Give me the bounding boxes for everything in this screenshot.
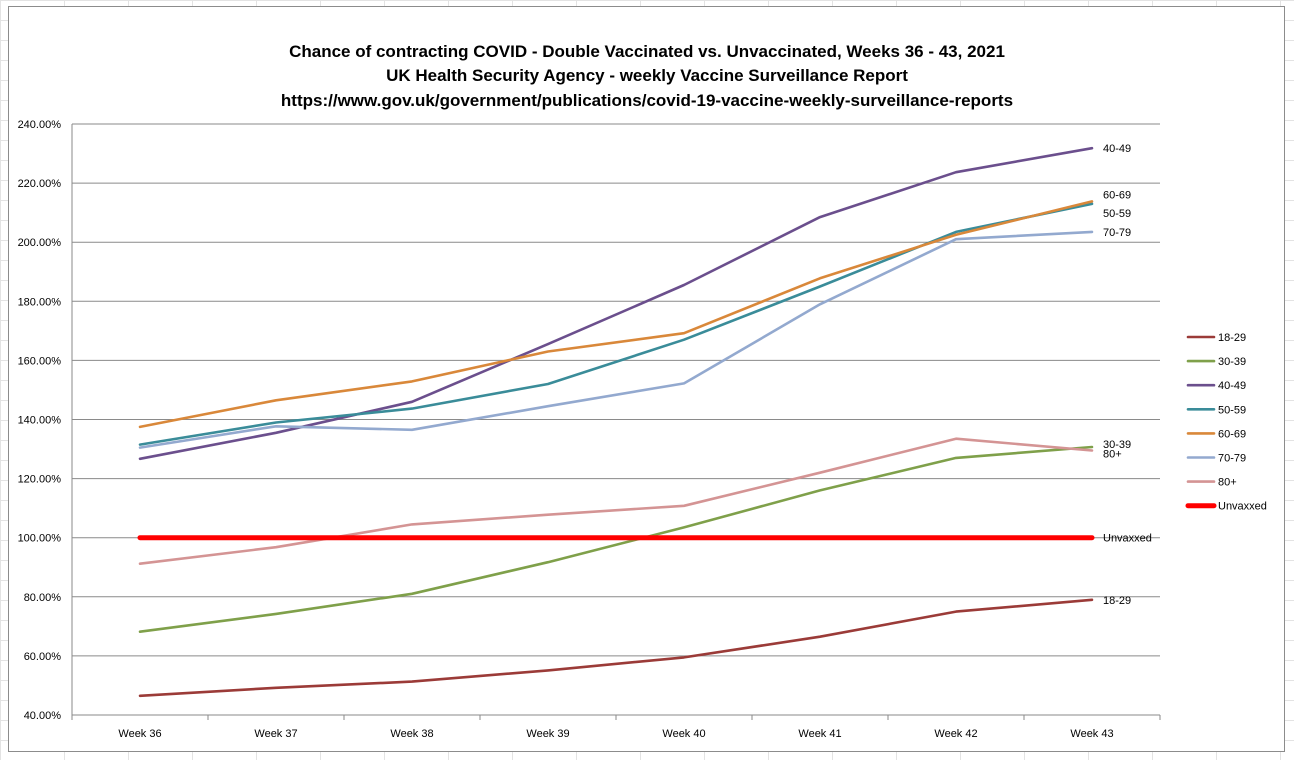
gridlines <box>72 123 1160 716</box>
legend: 18-29 30-39 40-49 50-59 60-69 70-79 80+ Unvaxxe… <box>1185 332 1267 513</box>
y-tick-label: 200.00% <box>18 237 62 249</box>
series-line-80+ <box>138 437 1094 566</box>
legend-entry: 40-49 <box>1218 380 1246 392</box>
chart-frame <box>8 6 1285 752</box>
series-line-40-49 <box>138 146 1094 461</box>
x-tick-label: Week 42 <box>934 728 977 740</box>
series-end-label: 60-69 <box>1103 189 1131 201</box>
x-tick-label: Week 41 <box>798 728 841 740</box>
y-tick-label: 100.00% <box>18 533 62 545</box>
x-axis: Week 36 Week 37 Week 38 Week 39 Week 40 Week … <box>71 714 1161 740</box>
x-tick-label: Week 38 <box>390 728 433 740</box>
y-tick-label: 80.00% <box>24 592 62 604</box>
legend-entry: 50-59 <box>1218 404 1246 416</box>
y-tick-label: 220.00% <box>18 178 62 190</box>
series-line-30-39 <box>138 445 1094 634</box>
y-tick-label: 160.00% <box>18 355 62 367</box>
legend-entry: 60-69 <box>1218 428 1246 440</box>
chart-title-line-1: Chance of contracting COVID - Double Vac… <box>289 42 1005 61</box>
series-line-50-59 <box>138 202 1094 446</box>
series-end-label: Unvaxxed <box>1103 533 1152 545</box>
series-end-label: 50-59 <box>1103 208 1131 220</box>
series-end-labels: 18-29 30-39 40-49 50-59 60-69 70-79 80+ Unvaxxe… <box>1103 143 1152 607</box>
chart-title-line-2: UK Health Security Agency - weekly Vacci… <box>386 66 908 85</box>
legend-entry: 80+ <box>1218 477 1237 489</box>
y-tick-label: 40.00% <box>24 710 62 722</box>
x-tick-label: Week 43 <box>1070 728 1113 740</box>
chart-title: Chance of contracting COVID - Double Vac… <box>281 42 1013 110</box>
series-line-60-69 <box>138 200 1094 429</box>
legend-entry: 70-79 <box>1218 453 1246 465</box>
legend-entry: Unvaxxed <box>1218 501 1267 513</box>
y-tick-label: 180.00% <box>18 296 62 308</box>
legend-entry: 18-29 <box>1218 332 1246 344</box>
series-line-18-29 <box>138 598 1094 698</box>
x-tick-label: Week 36 <box>118 728 161 740</box>
y-axis: 40.00% 60.00% 80.00% 100.00% 120.00% 140.00% 1… <box>18 119 73 722</box>
chart-title-line-3: https://www.gov.uk/government/publicatio… <box>281 91 1013 110</box>
series-end-label: 40-49 <box>1103 143 1131 155</box>
y-tick-label: 140.00% <box>18 415 62 427</box>
legend-entry: 30-39 <box>1218 356 1246 368</box>
y-tick-label: 120.00% <box>18 474 62 486</box>
series-end-label: 18-29 <box>1103 595 1131 607</box>
x-tick-label: Week 40 <box>662 728 705 740</box>
x-tick-label: Week 39 <box>526 728 569 740</box>
x-tick-label: Week 37 <box>254 728 297 740</box>
series-line-70-79 <box>138 230 1094 449</box>
series-lines <box>137 146 1095 698</box>
y-tick-label: 240.00% <box>18 119 62 131</box>
y-tick-label: 60.00% <box>24 651 62 663</box>
series-end-label: 30-39 <box>1103 439 1131 451</box>
series-end-label: 80+ <box>1103 449 1122 461</box>
series-end-label: 70-79 <box>1103 227 1131 239</box>
